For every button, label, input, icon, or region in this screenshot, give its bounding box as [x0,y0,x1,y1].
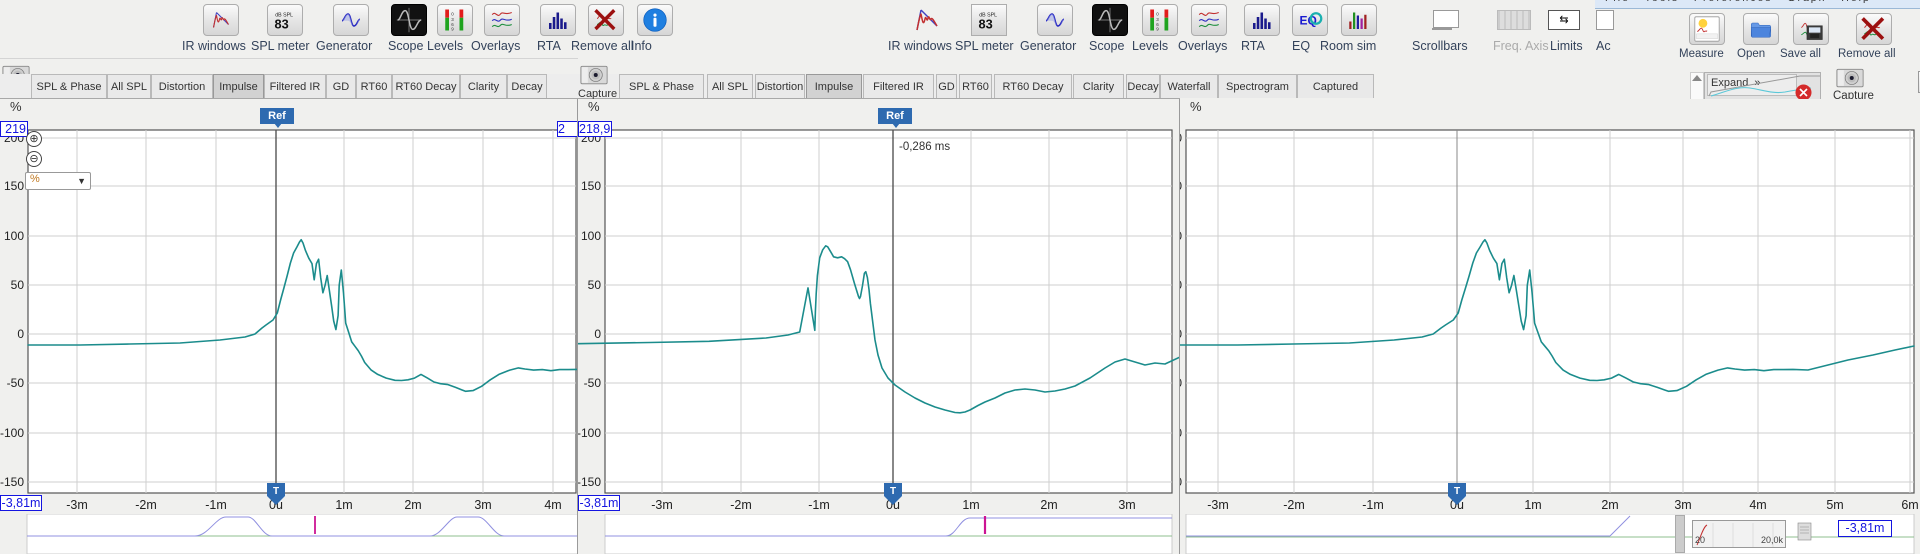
svg-text:-2m: -2m [730,498,752,512]
svg-text:150: 150 [1180,179,1182,193]
svg-text:3m: 3m [474,498,491,512]
svg-text:150: 150 [581,179,601,193]
svg-text:3m: 3m [1674,498,1691,512]
svg-text:200: 200 [1180,131,1182,145]
svg-text:-2m: -2m [135,498,157,512]
svg-text:2m: 2m [404,498,421,512]
svg-text:-3m: -3m [66,498,88,512]
svg-text:150: 150 [4,179,24,193]
svg-text:4m: 4m [1749,498,1766,512]
svg-text:-150: -150 [1180,475,1182,489]
svg-text:-100: -100 [578,426,601,440]
svg-text:-50: -50 [7,376,25,390]
svg-text:-0,286 ms: -0,286 ms [899,141,950,153]
svg-text:2m: 2m [1601,498,1618,512]
svg-text:0: 0 [594,327,601,341]
svg-text:1m: 1m [962,498,979,512]
svg-text:-3m: -3m [1207,498,1229,512]
svg-text:1m: 1m [1524,498,1541,512]
svg-text:-50: -50 [584,376,602,390]
svg-text:-150: -150 [578,475,601,489]
svg-text:-3m: -3m [651,498,673,512]
svg-text:5m: 5m [1826,498,1843,512]
svg-text:50: 50 [11,278,25,292]
svg-text:-50: -50 [1180,376,1182,390]
svg-text:-1m: -1m [1362,498,1384,512]
svg-text:50: 50 [1180,278,1182,292]
svg-text:2m: 2m [1040,498,1057,512]
svg-text:6m: 6m [1901,498,1918,512]
svg-text:100: 100 [1180,229,1182,243]
svg-text:50: 50 [588,278,602,292]
svg-text:-100: -100 [0,426,24,440]
svg-text:-150: -150 [0,475,24,489]
svg-text:-2m: -2m [1283,498,1305,512]
svg-text:1m: 1m [335,498,352,512]
svg-text:100: 100 [581,229,601,243]
svg-text:3m: 3m [1118,498,1135,512]
svg-text:-1m: -1m [205,498,227,512]
svg-text:-100: -100 [1180,426,1182,440]
svg-text:4m: 4m [544,498,561,512]
svg-text:0: 0 [1180,327,1182,341]
svg-text:-1m: -1m [808,498,830,512]
svg-text:100: 100 [4,229,24,243]
svg-text:0: 0 [17,327,24,341]
